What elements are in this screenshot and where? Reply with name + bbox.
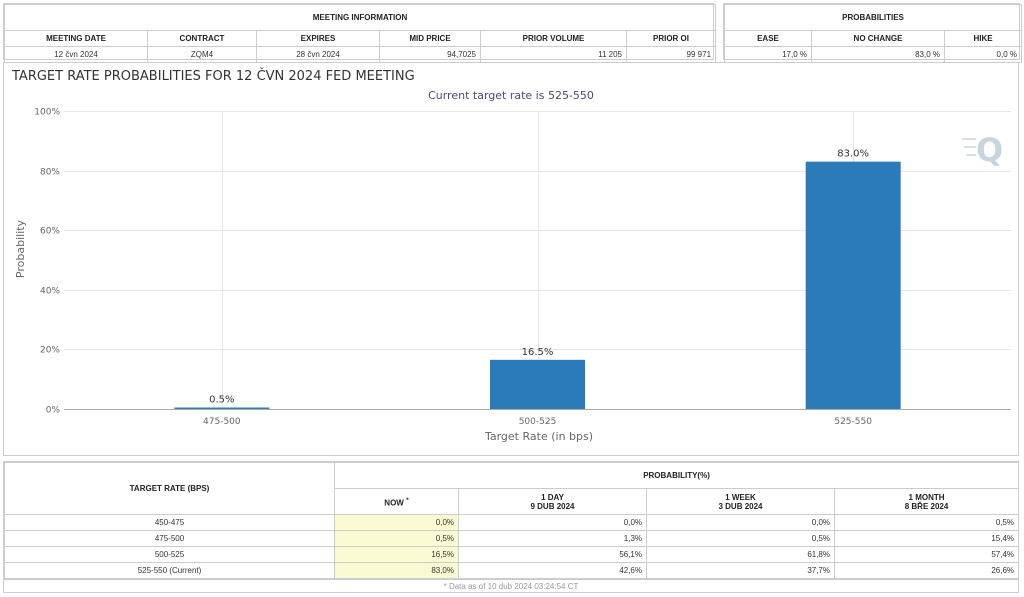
data-label: 16.5% bbox=[522, 347, 554, 358]
probability-header: PROBABILITY(%) bbox=[333, 462, 1020, 489]
meeting-date-value: 12 čvn 2024 bbox=[4, 46, 148, 63]
x-axis-title: Target Rate (in bps) bbox=[484, 430, 593, 443]
table-row: 525-550 (Current) 83,0% 42,6% 37,7% 26,6… bbox=[4, 562, 1020, 579]
ease-header: EASE bbox=[724, 30, 812, 47]
history-table: TARGET RATE (BPS) PROBABILITY(%) NOW * 1… bbox=[4, 462, 1020, 579]
x-tick-label: 475-500 bbox=[203, 417, 241, 427]
bar-layer bbox=[174, 161, 901, 409]
data-label: 83.0% bbox=[837, 149, 869, 160]
data-label: 0.5% bbox=[209, 395, 234, 406]
prior-oi-value: 99 971 bbox=[625, 46, 717, 63]
now-cell: 0,5% bbox=[334, 530, 459, 547]
col-1month-header: 1 MONTH 8 BŘE 2024 bbox=[833, 488, 1020, 515]
table-row: 475-500 0,5% 1,3% 0,5% 15,4% bbox=[4, 530, 1020, 547]
bar-chart: 0% 20% 40% 60% 80% 100% 0.5% 475-500 16.5% 500-52… bbox=[14, 108, 1011, 443]
y-tick-label: 40% bbox=[40, 287, 60, 297]
day-cell: 1,3% bbox=[458, 530, 647, 547]
rate-cell: 525-550 (Current) bbox=[4, 562, 335, 579]
col-1day-date: 9 DUB 2024 bbox=[530, 501, 575, 511]
prior-volume-header: PRIOR VOLUME bbox=[480, 30, 627, 47]
bar bbox=[805, 161, 901, 409]
y-tick-label: 0% bbox=[46, 406, 61, 416]
col-now-header: NOW * bbox=[334, 488, 459, 515]
month-cell: 0,5% bbox=[833, 514, 1020, 531]
meeting-info-title: MEETING INFORMATION bbox=[3, 4, 717, 31]
rate-cell: 500-525 bbox=[4, 546, 335, 563]
mid-price-value: 94,7025 bbox=[379, 46, 481, 63]
col-1week-date: 3 DUB 2024 bbox=[718, 501, 763, 511]
history-panel: TARGET RATE (BPS) PROBABILITY(%) NOW * 1… bbox=[3, 461, 1020, 593]
col-1week-header: 1 WEEK 3 DUB 2024 bbox=[646, 488, 835, 515]
prior-oi-header: PRIOR OI bbox=[625, 30, 717, 47]
mid-price-header: MID PRICE bbox=[379, 30, 481, 47]
y-tick-label: 20% bbox=[40, 346, 60, 356]
day-cell: 0,0% bbox=[458, 514, 647, 531]
target-rate-header: TARGET RATE (BPS) bbox=[4, 462, 335, 515]
hike-value: 0,0 % bbox=[944, 46, 1022, 63]
chart-title: TARGET RATE PROBABILITIES FOR 12 ČVN 202… bbox=[12, 69, 415, 84]
col-1month-label: 1 MONTH bbox=[908, 492, 945, 502]
contract-value: ZQM4 bbox=[147, 46, 257, 63]
now-cell: 0,0% bbox=[334, 514, 459, 531]
bar bbox=[174, 407, 270, 409]
col-now-label: NOW bbox=[384, 498, 404, 508]
week-cell: 0,5% bbox=[646, 530, 835, 547]
x-tick-label: 525-550 bbox=[834, 417, 872, 427]
now-cell: 83,0% bbox=[334, 562, 459, 579]
bar bbox=[490, 359, 585, 409]
col-1day-header: 1 DAY 9 DUB 2024 bbox=[458, 488, 647, 515]
hike-header: HIKE bbox=[944, 30, 1022, 47]
meeting-info-panel: MEETING INFORMATION MEETING DATE CONTRAC… bbox=[3, 3, 717, 63]
probabilities-title: PROBABILITIES bbox=[724, 4, 1022, 31]
probabilities-table: PROBABILITIES EASE NO CHANGE HIKE 17,0 %… bbox=[724, 4, 1022, 63]
probabilities-panel: PROBABILITIES EASE NO CHANGE HIKE 17,0 %… bbox=[723, 3, 1022, 63]
y-axis-title: Probability bbox=[14, 219, 27, 278]
month-cell: 26,6% bbox=[833, 562, 1020, 579]
contract-header: CONTRACT bbox=[147, 30, 257, 47]
y-tick-label: 100% bbox=[34, 108, 60, 118]
col-1month-date: 8 BŘE 2024 bbox=[904, 501, 949, 511]
y-tick-label: 60% bbox=[40, 227, 60, 237]
week-cell: 37,7% bbox=[646, 562, 835, 579]
expires-header: EXPIRES bbox=[256, 30, 380, 47]
col-1week-label: 1 WEEK bbox=[725, 492, 756, 502]
rate-cell: 475-500 bbox=[4, 530, 335, 547]
month-cell: 57,4% bbox=[833, 546, 1020, 563]
table-row: 450-475 0,0% 0,0% 0,0% 0,5% bbox=[4, 514, 1020, 531]
day-cell: 56,1% bbox=[458, 546, 647, 563]
day-cell: 42,6% bbox=[458, 562, 647, 579]
prior-volume-value: 11 205 bbox=[480, 46, 627, 63]
now-cell: 16,5% bbox=[334, 546, 459, 563]
expires-value: 28 čvn 2024 bbox=[256, 46, 380, 63]
no-change-header: NO CHANGE bbox=[811, 30, 945, 47]
rate-cell: 450-475 bbox=[4, 514, 335, 531]
y-tick-label: 80% bbox=[40, 168, 60, 178]
week-cell: 0,0% bbox=[646, 514, 835, 531]
col-now-marker: * bbox=[406, 496, 409, 504]
ease-value: 17,0 % bbox=[724, 46, 812, 63]
label-layer: 0% 20% 40% 60% 80% 100% 0.5% 475-500 16.5% 500-52… bbox=[34, 108, 872, 428]
col-1day-label: 1 DAY bbox=[541, 492, 564, 502]
no-change-value: 83,0 % bbox=[811, 46, 945, 63]
week-cell: 61,8% bbox=[646, 546, 835, 563]
table-row: 500-525 16,5% 56,1% 61,8% 57,4% bbox=[4, 546, 1020, 563]
svg-text:Q: Q bbox=[976, 131, 1003, 169]
month-cell: 15,4% bbox=[833, 530, 1020, 547]
meeting-date-header: MEETING DATE bbox=[4, 30, 148, 47]
chart-subtitle: Current target rate is 525-550 bbox=[428, 89, 594, 102]
q-logo-icon: Q bbox=[962, 131, 1003, 169]
x-tick-label: 500-525 bbox=[519, 417, 557, 427]
data-footnote: * Data as of 10 dub 2024 03:24:54 CT bbox=[4, 579, 1018, 593]
meeting-info-table: MEETING INFORMATION MEETING DATE CONTRAC… bbox=[3, 4, 717, 63]
chart-panel: TARGET RATE PROBABILITIES FOR 12 ČVN 202… bbox=[3, 62, 1019, 456]
